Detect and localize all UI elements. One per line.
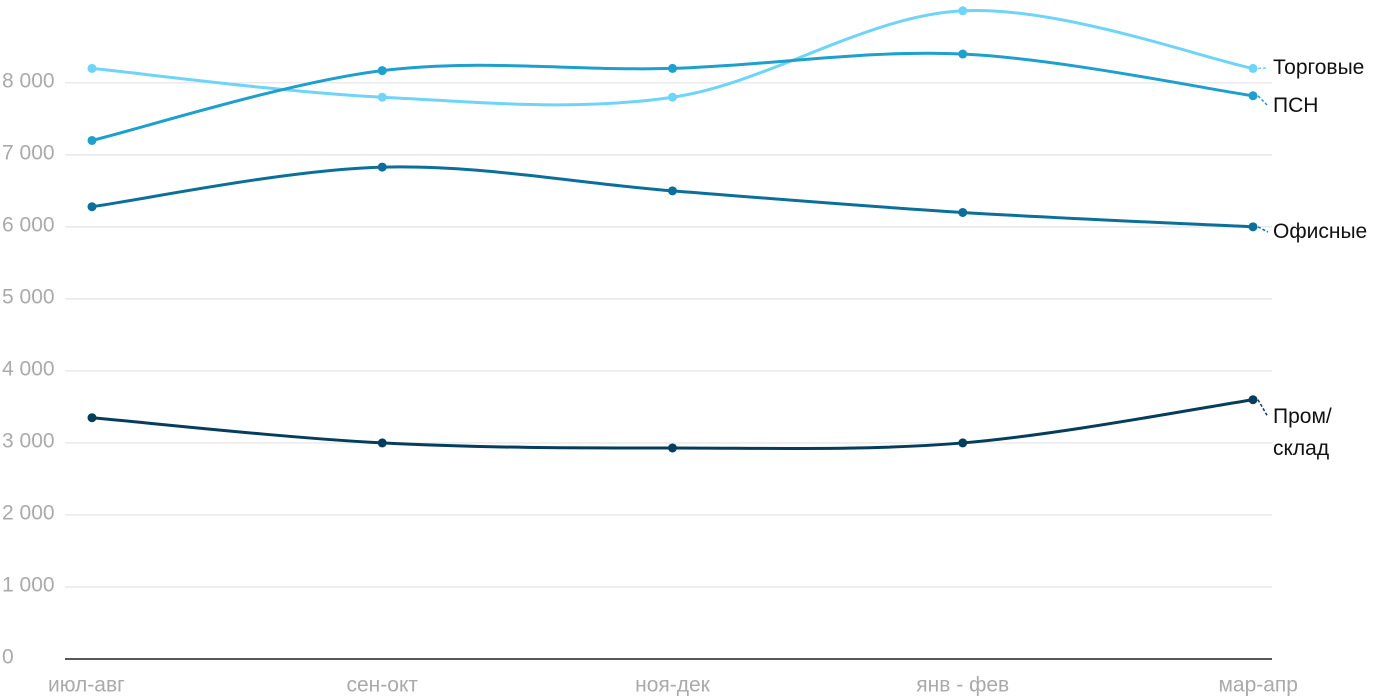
y-tick-label: 7 000	[2, 141, 55, 164]
y-tick-label: 5 000	[2, 285, 55, 308]
point	[87, 63, 97, 73]
label-connector	[1257, 399, 1269, 418]
point	[958, 207, 968, 217]
point	[668, 443, 677, 453]
point	[87, 135, 97, 145]
y-tick-label: 2 000	[2, 502, 55, 525]
point	[958, 438, 968, 448]
point	[87, 413, 97, 423]
y-tick-label: 3 000	[2, 429, 55, 452]
y-tick-label: 6 000	[2, 213, 55, 236]
point	[668, 92, 677, 102]
series-label: Офисные	[1273, 220, 1368, 243]
x-tick-label: сен-окт	[347, 674, 419, 697]
point	[377, 92, 387, 102]
label-connector	[1257, 226, 1269, 233]
x-tick-label: ноя-дек	[635, 674, 711, 697]
point	[377, 162, 387, 172]
x-tick-label: мар-апр	[1218, 674, 1298, 697]
series-line	[91, 165, 1254, 229]
point	[668, 186, 677, 196]
x-tick-label: июл-авг	[48, 674, 125, 697]
point	[1248, 222, 1258, 232]
series-label: Торговые	[1273, 56, 1365, 79]
point	[958, 49, 968, 59]
point	[1248, 395, 1258, 405]
point	[1248, 91, 1258, 101]
y-tick-label: 0	[2, 646, 14, 669]
point	[377, 438, 387, 448]
point	[1248, 63, 1258, 73]
label-connector	[1257, 95, 1269, 107]
point	[87, 202, 97, 212]
y-tick-label: 8 000	[2, 69, 55, 92]
series-line	[91, 9, 1254, 107]
point	[958, 6, 968, 16]
point	[668, 63, 677, 73]
series-label: ПСН	[1273, 94, 1319, 117]
y-tick-label: 1 000	[2, 574, 55, 597]
y-tick-label: 4 000	[2, 357, 55, 380]
series-label: Пром/ склад	[1273, 405, 1332, 460]
x-tick-label: янв - фев	[916, 674, 1009, 697]
point	[377, 66, 387, 76]
series-line	[91, 398, 1254, 451]
